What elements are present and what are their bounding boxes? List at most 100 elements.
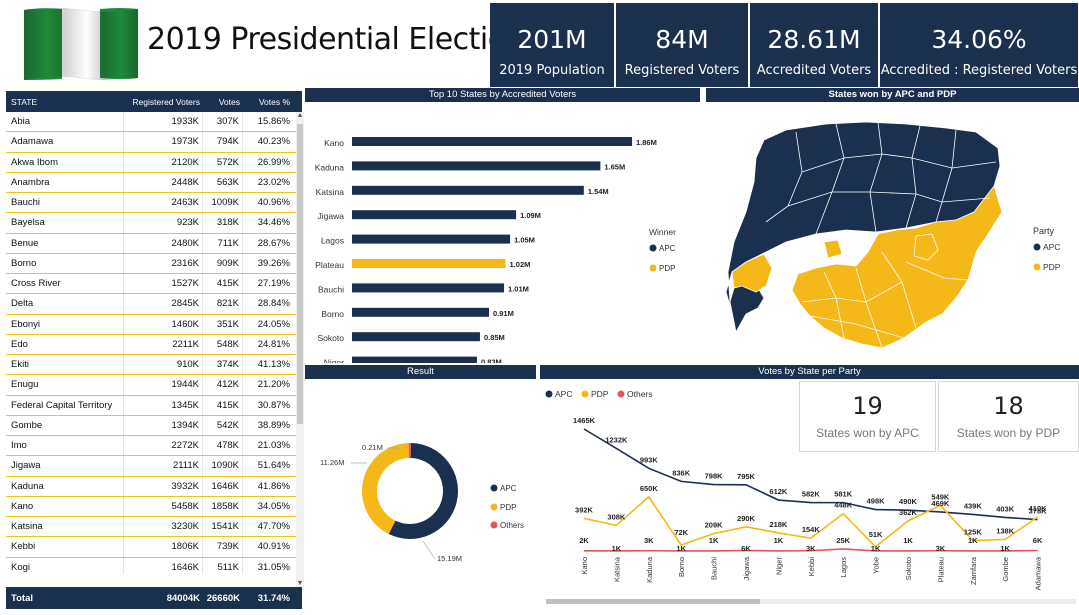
cell-registered: 2272K — [124, 436, 203, 456]
cell-votes: 511K — [203, 557, 243, 574]
donut-legend-pdp: PDP — [500, 503, 516, 512]
cell-registered: 1460K — [124, 314, 203, 334]
table-scrollbar[interactable]: ▲ ▼ — [296, 112, 304, 590]
total-pct: 31.74% — [257, 592, 290, 604]
cell-state: Bayelsa — [6, 213, 124, 233]
line-point-label: 1465K — [573, 416, 596, 425]
header-votes-pct[interactable]: Votes % — [258, 96, 290, 107]
bar-kaduna[interactable] — [352, 161, 601, 171]
cell-state: Borno — [6, 253, 124, 273]
table-row[interactable]: Kogi 1646K 511K 31.05% — [6, 557, 296, 574]
donut-slice-apc[interactable] — [388, 443, 458, 539]
table-row[interactable]: Ebonyi 1460K 351K 24.05% — [6, 314, 296, 335]
donut-slice-others[interactable] — [408, 443, 411, 459]
map-legend-title: Party — [1033, 226, 1055, 236]
scroll-down-icon[interactable]: ▼ — [296, 580, 304, 587]
cell-state: Imo — [6, 436, 124, 456]
line-scrollbar[interactable] — [546, 599, 1076, 604]
table-row[interactable]: Delta 2845K 821K 28.84% — [6, 294, 296, 315]
cell-registered: 2111K — [124, 456, 203, 476]
line-series-apc[interactable] — [583, 428, 1038, 521]
line-point-label: 612K — [769, 487, 788, 496]
cell-pct: 24.81% — [257, 338, 290, 350]
table-row[interactable]: Gombe 1394K 542K 38.89% — [6, 415, 296, 436]
nigeria-map[interactable]: Party APC PDP — [706, 102, 1079, 363]
table-row[interactable]: Jigawa 2111K 1090K 51.64% — [6, 456, 296, 477]
cell-votes: 1009K — [203, 193, 243, 213]
table-row[interactable]: Ekiti 910K 374K 41.13% — [6, 355, 296, 376]
cell-pct: 39.26% — [257, 257, 290, 269]
cell-state: Adamawa — [6, 132, 124, 152]
kpi-registered-voters: 84M Registered Voters — [616, 3, 748, 87]
cell-pct: 31.05% — [257, 561, 290, 573]
bar-plateau[interactable] — [352, 259, 506, 268]
cell-state: Akwa Ibom — [6, 152, 124, 172]
table-row[interactable]: Enugu 1944K 412K 21.20% — [6, 375, 296, 396]
cell-votes: 794K — [203, 132, 243, 152]
bar-category-label: Niger — [324, 358, 344, 363]
header-state[interactable]: STATE — [11, 96, 38, 107]
line-x-tick-label: Katsina — [612, 556, 621, 582]
bar-bauchi[interactable] — [352, 283, 505, 293]
line-legend-apc-dot — [545, 390, 553, 398]
map-region-apc — [725, 121, 1001, 333]
cell-state: Kaduna — [6, 476, 124, 496]
table-row[interactable]: Anambra 2448K 563K 23.02% — [6, 172, 296, 193]
bar-niger[interactable] — [352, 356, 477, 366]
cell-state: Ekiti — [6, 355, 124, 375]
cell-registered: 1394K — [124, 415, 203, 435]
table-row[interactable]: Borno 2316K 909K 39.26% — [6, 253, 296, 274]
cell-votes: 307K — [203, 112, 243, 132]
bar-value-label: 1.09M — [520, 211, 541, 220]
table-row[interactable]: Akwa Ibom 2120K 572K 26.99% — [6, 152, 296, 173]
line-point-label: 549K — [931, 492, 950, 501]
line-point-label: 6K — [741, 544, 751, 553]
bar-category-label: Katsina — [316, 187, 345, 197]
kpi-accredited-voters: 28.61M Accredited Voters — [750, 3, 878, 87]
line-scroll-thumb[interactable] — [546, 599, 760, 604]
header-registered[interactable]: Registered Voters — [132, 96, 200, 107]
donut-legend-others-dot — [490, 521, 498, 529]
table-row[interactable]: Kebbi 1806K 739K 40.91% — [6, 537, 296, 558]
table-row[interactable]: Adamawa 1973K 794K 40.23% — [6, 132, 296, 153]
table-row[interactable]: Kaduna 3932K 1646K 41.86% — [6, 476, 296, 497]
line-series-others[interactable] — [583, 548, 1038, 552]
line-x-tick-label: Borno — [677, 557, 686, 577]
bar-value-label: 1.65M — [604, 162, 625, 171]
table-row[interactable]: Benue 2480K 711K 28.67% — [6, 233, 296, 254]
line-x-tick-label: Kebbi — [807, 557, 816, 577]
bar-kano[interactable] — [352, 137, 632, 146]
line-series-pdp[interactable] — [583, 495, 1039, 548]
table-row[interactable]: Imo 2272K 478K 21.03% — [6, 436, 296, 457]
table-row[interactable]: Federal Capital Territory 1345K 415K 30.87% — [6, 395, 296, 416]
line-x-tick-label: Plateau — [936, 557, 945, 582]
scroll-up-icon[interactable]: ▲ — [296, 112, 304, 119]
cell-votes: 1646K — [203, 476, 243, 496]
bar-lagos[interactable] — [352, 234, 511, 244]
cell-state: Gombe — [6, 415, 124, 435]
bar-jigawa[interactable] — [352, 210, 517, 220]
table-row[interactable]: Abia 1933K 307K 15.86% — [6, 112, 296, 133]
cell-state: Anambra — [6, 172, 124, 192]
table-row[interactable]: Edo 2211K 548K 24.81% — [6, 334, 296, 355]
line-point-label: 1K — [709, 536, 719, 545]
card-label: States won by PDP — [956, 426, 1061, 440]
line-chart-title: Votes by State per Party — [540, 365, 1079, 379]
bar-sokoto[interactable] — [352, 332, 480, 342]
legend-apc-dot — [1033, 243, 1041, 251]
cell-pct: 41.13% — [257, 359, 290, 371]
bar-borno[interactable] — [352, 307, 489, 317]
table-row[interactable]: Katsina 3230K 1541K 47.70% — [6, 517, 296, 538]
bar-katsina[interactable] — [352, 185, 584, 195]
map-legend-apc: APC — [1043, 242, 1060, 252]
scroll-thumb[interactable] — [297, 124, 303, 424]
line-point-label: 2K — [579, 536, 589, 545]
table-row[interactable]: Kano 5458K 1858K 34.05% — [6, 496, 296, 517]
table-row[interactable]: Cross River 1527K 415K 27.19% — [6, 274, 296, 295]
cell-pct: 47.70% — [257, 521, 290, 533]
table-row[interactable]: Bayelsa 923K 318K 34.46% — [6, 213, 296, 234]
donut-slice-pdp[interactable] — [362, 443, 410, 535]
header-votes[interactable]: Votes — [218, 96, 240, 107]
table-row[interactable]: Bauchi 2463K 1009K 40.96% — [6, 193, 296, 214]
line-point-label: 1K — [676, 544, 686, 553]
